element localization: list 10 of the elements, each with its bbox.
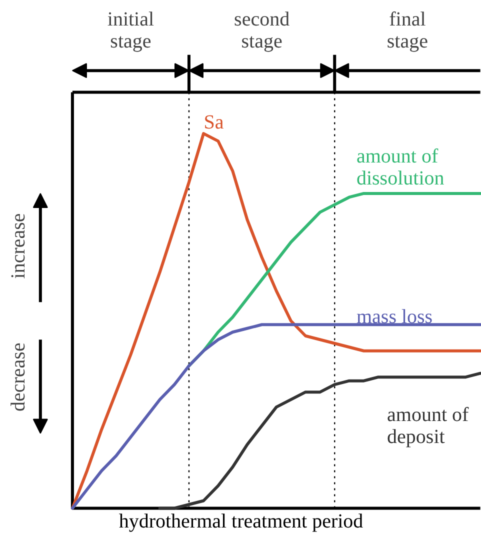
series-label: amount of deposit bbox=[387, 404, 470, 448]
text: increase bbox=[8, 213, 30, 279]
x-axis-title: hydrothermal treatment period bbox=[118, 510, 364, 532]
series-label: Sa bbox=[204, 111, 224, 134]
text: second stage bbox=[234, 8, 290, 52]
text: final stage bbox=[386, 8, 428, 52]
text: decrease bbox=[8, 342, 30, 412]
series-label: mass loss bbox=[356, 306, 433, 328]
text: initial stage bbox=[107, 8, 154, 52]
series-label: amount of dissolution bbox=[356, 145, 444, 190]
